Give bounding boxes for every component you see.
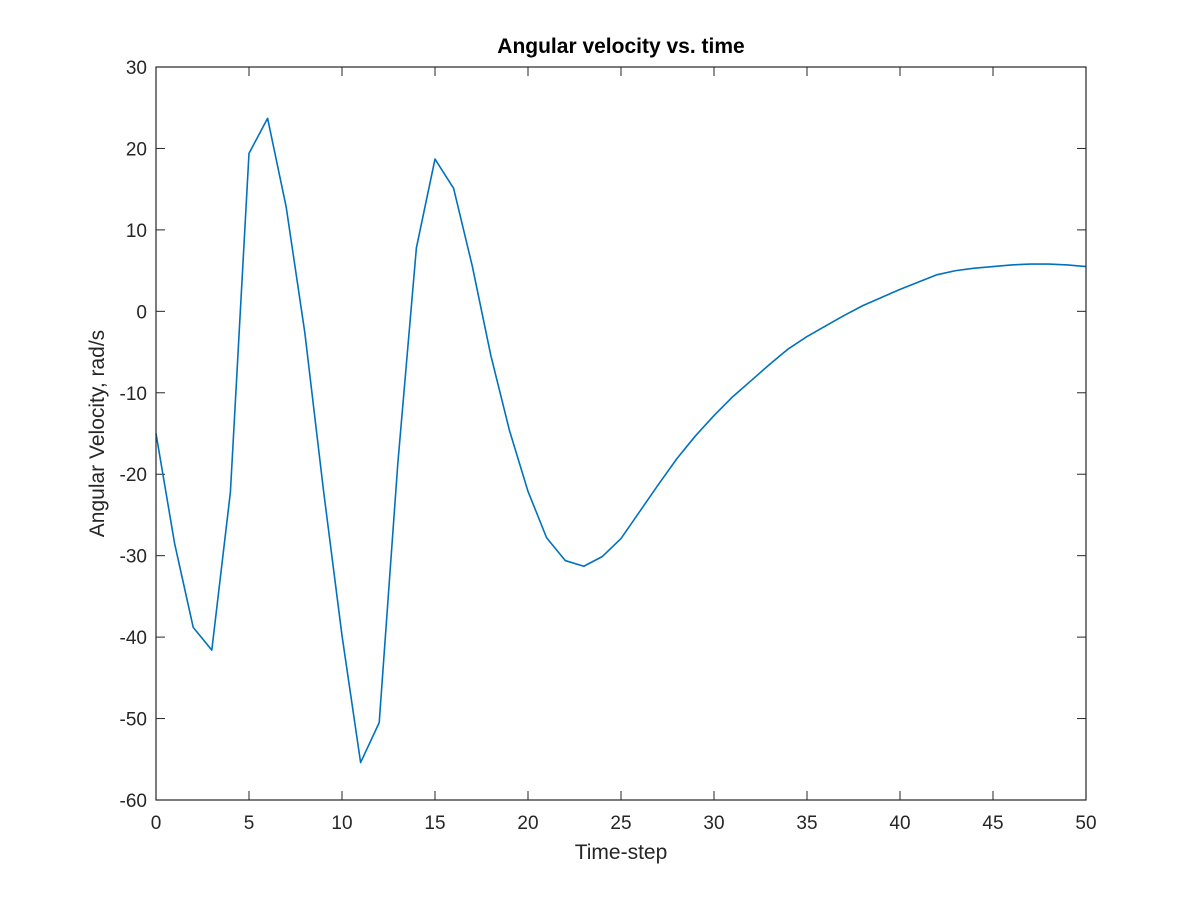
y-tick-label: -30 [120,547,147,568]
y-tick-label: -10 [120,384,147,405]
x-tick-label: 25 [610,813,631,834]
x-axis-label: Time-step [575,841,668,864]
y-tick-label: -50 [120,710,147,731]
y-tick-label: -40 [120,628,147,649]
y-tick-label: -20 [120,465,147,486]
x-tick-label: 30 [703,813,724,834]
y-tick-label: 0 [136,302,147,323]
x-tick-label: 35 [796,813,817,834]
plot-area [156,67,1086,800]
y-tick-label: 30 [126,58,147,79]
x-tick-label: 0 [151,813,162,834]
series-line [155,117,1087,764]
plot-frame [155,66,1087,801]
x-tick-label: 45 [982,813,1003,834]
ticks-layer: 0 5 10 15 20 25 30 35 40 45 50 30 20 10 0 -10 -20 -30 -40 -… [120,58,1097,834]
y-tick-label: 20 [126,139,147,160]
x-tick-label: 15 [424,813,445,834]
x-tick-label: 40 [889,813,910,834]
chart-title: Angular velocity vs. time [497,35,744,58]
y-tick-label: 10 [126,221,147,242]
x-tick-label: 5 [244,813,255,834]
y-axis-label: Angular Velocity, rad/s [86,330,109,537]
y-tick-label: -60 [120,791,147,812]
x-tick-label: 50 [1075,813,1096,834]
x-tick-label: 10 [331,813,352,834]
x-tick-label: 20 [517,813,538,834]
